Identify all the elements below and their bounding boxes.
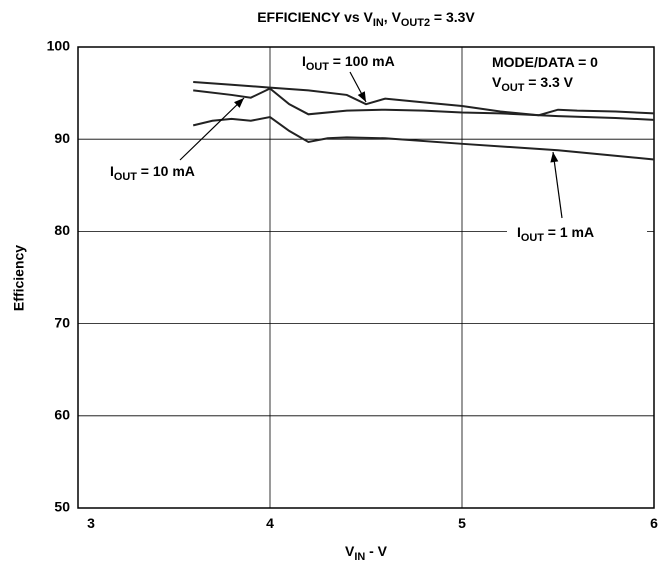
x-tick-label: 4	[266, 515, 274, 531]
text-part: EFFICIENCY vs V	[257, 9, 373, 25]
text-part: V	[345, 543, 355, 559]
series-line	[193, 81, 655, 117]
text-part: MODE/DATA = 0	[492, 54, 598, 70]
series-line	[192, 116, 655, 161]
y-tick-label: 100	[47, 38, 71, 54]
text-part: OUT	[306, 61, 329, 73]
series-label: IOUT = 10 mA	[110, 163, 195, 183]
arrow-head	[234, 98, 244, 108]
text-part: I	[110, 163, 114, 179]
text-part: - V	[365, 543, 387, 559]
annotation: MODE/DATA = 0	[492, 54, 598, 70]
y-tick-label: 50	[54, 499, 70, 515]
y-tick-label: 90	[54, 130, 70, 146]
y-axis-label: Efficiency	[11, 245, 27, 311]
text-part: OUT	[521, 232, 544, 244]
text-part: = 3.3V	[430, 9, 475, 25]
text-part: IN	[354, 551, 365, 563]
text-part: = 3.3 V	[524, 74, 573, 90]
text-part: = 100 mA	[329, 53, 395, 69]
text-part: = 10 mA	[137, 163, 195, 179]
text-part: OUT	[501, 82, 524, 94]
text-part: OUT2	[401, 17, 430, 29]
plot-frame	[77, 46, 655, 509]
y-tick-label: 60	[54, 407, 70, 423]
text-part: , V	[384, 9, 402, 25]
arrow-line	[179, 97, 245, 161]
x-tick-label: 3	[87, 515, 95, 531]
label-background	[507, 221, 647, 247]
text-part: IN	[373, 17, 384, 29]
series-label: IOUT = 1 mA	[517, 224, 594, 244]
text-part: V	[492, 74, 502, 90]
x-tick-label: 5	[458, 515, 466, 531]
x-tick-label: 6	[650, 515, 658, 531]
y-tick-label: 80	[54, 222, 70, 238]
text-part: OUT	[114, 171, 137, 183]
y-tick-label: 70	[54, 314, 70, 330]
series-label: IOUT = 100 mA	[302, 53, 395, 73]
text-part: I	[302, 53, 306, 69]
text-part: = 1 mA	[544, 224, 594, 240]
chart-title: EFFICIENCY vs VIN, VOUT2 = 3.3V	[257, 9, 475, 29]
x-axis-label: VIN - V	[345, 543, 388, 563]
arrow-head	[357, 91, 366, 102]
annotation: VOUT = 3.3 V	[492, 74, 574, 94]
series-line	[193, 87, 655, 121]
arrow-head	[550, 152, 559, 163]
text-part: I	[517, 224, 521, 240]
arrow-line	[552, 151, 563, 219]
